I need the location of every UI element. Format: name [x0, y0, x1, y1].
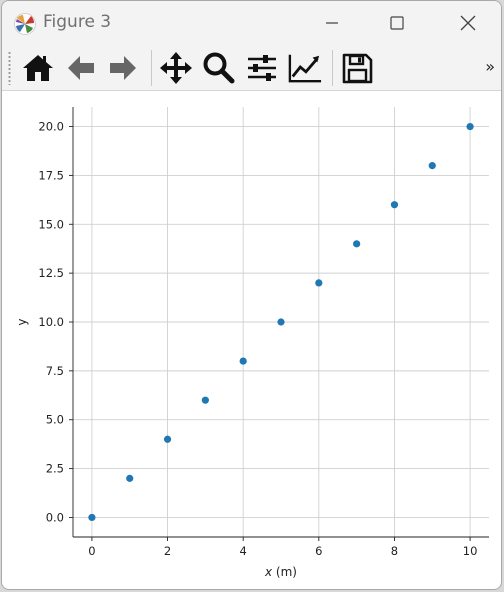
y-tick-label: 10.0: [38, 315, 64, 329]
configure-subplots-icon: [248, 55, 276, 81]
scatter-point: [201, 396, 209, 404]
y-tick-label: 12.5: [38, 266, 64, 280]
save-floppy-icon: [342, 53, 373, 84]
scatter-point: [277, 318, 285, 326]
navigation-toolbar: »: [2, 45, 501, 91]
scatter-point: [239, 357, 247, 365]
scatter-point: [315, 279, 323, 287]
scatter-point: [88, 513, 96, 522]
edit-axis-button[interactable]: [288, 51, 322, 85]
y-tick-label: 15.0: [38, 217, 64, 231]
forward-button[interactable]: [106, 51, 140, 85]
window-title: Figure 3: [43, 12, 112, 32]
minimize-icon: [326, 22, 338, 24]
y-tick-label: 20.0: [38, 120, 64, 134]
toolbar-separator: [332, 50, 333, 86]
matplotlib-logo-icon: [14, 13, 36, 35]
home-icon: [23, 55, 53, 81]
x-axis-label-variable: x: [264, 565, 273, 579]
y-tick-label: 0.0: [46, 510, 64, 524]
scatter-point: [353, 240, 361, 248]
toolbar-overflow-button[interactable]: »: [485, 57, 495, 76]
y-tick-label: 7.5: [46, 364, 64, 378]
forward-arrow-icon: [110, 56, 136, 80]
maximize-button[interactable]: [377, 9, 417, 37]
back-arrow-icon: [68, 56, 94, 80]
x-tick-label: 2: [164, 544, 171, 558]
configure-subplots-button[interactable]: [245, 51, 279, 85]
close-icon: [460, 15, 476, 31]
scatter-point: [428, 162, 436, 170]
zoom-magnifier-icon: [203, 52, 235, 84]
x-tick-label: 0: [88, 544, 95, 558]
scatter-point: [163, 435, 172, 443]
home-button[interactable]: [21, 51, 55, 85]
scatter-point: [390, 201, 399, 209]
edit-axis-curve-icon: [288, 54, 322, 83]
y-axis-label: y: [15, 318, 29, 325]
toolbar-separator: [151, 50, 152, 86]
x-tick-label: 10: [463, 544, 478, 558]
y-tick-label: 5.0: [46, 413, 64, 427]
x-tick-label: 4: [240, 544, 247, 558]
y-tick-label: 17.5: [38, 168, 64, 182]
zoom-button[interactable]: [201, 51, 235, 85]
x-axis-label: x (m): [264, 565, 297, 579]
x-tick-label: 6: [315, 544, 322, 558]
save-button[interactable]: [340, 51, 374, 85]
back-button[interactable]: [64, 51, 98, 85]
close-button[interactable]: [448, 9, 488, 37]
scatter-point: [466, 122, 474, 131]
maximize-icon: [390, 16, 404, 30]
y-tick-label: 2.5: [46, 462, 64, 476]
minimize-button[interactable]: [312, 9, 352, 37]
scatter-point: [126, 474, 134, 482]
title-bar[interactable]: Figure 3: [2, 1, 501, 45]
toolbar-grip[interactable]: [8, 51, 11, 85]
figure-canvas[interactable]: 0 2 4 6 8 10 0.0 2.5 5.0 7.5 10.0 12.5 15.0 17.5 20.0 x…: [2, 91, 502, 589]
x-axis-label-unit: (m): [272, 565, 297, 579]
x-tick-label: 8: [391, 544, 398, 558]
pan-move-icon: [160, 52, 192, 84]
pan-button[interactable]: [159, 51, 193, 85]
